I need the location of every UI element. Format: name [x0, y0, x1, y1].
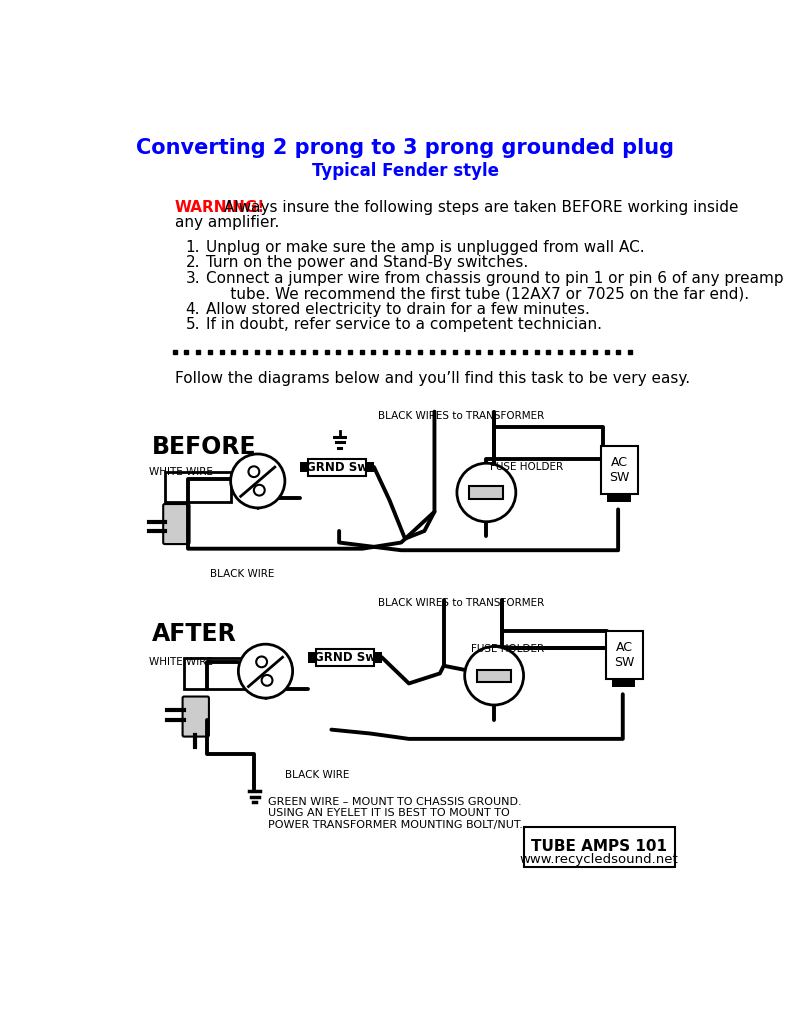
Text: Always insure the following steps are taken BEFORE working inside: Always insure the following steps are ta…	[225, 200, 739, 215]
Text: BLACK WIRES to TRANSFORMER: BLACK WIRES to TRANSFORMER	[378, 411, 545, 421]
Text: AFTER: AFTER	[152, 622, 237, 646]
Bar	[374, 652, 382, 663]
Text: If in doubt, refer service to a competent technician.: If in doubt, refer service to a competen…	[206, 316, 602, 332]
Circle shape	[457, 463, 516, 522]
Bar	[601, 446, 638, 494]
Circle shape	[464, 646, 524, 705]
Bar	[301, 462, 308, 472]
Bar	[612, 679, 635, 686]
Text: 4.: 4.	[186, 301, 200, 316]
Circle shape	[254, 484, 265, 496]
Text: tube. We recommend the first tube (12AX7 or 7025 on the far end).: tube. We recommend the first tube (12AX7…	[206, 286, 749, 301]
Text: GREEN WIRE – MOUNT TO CHASSIS GROUND.
USING AN EYELET IT IS BEST TO MOUNT TO
POW: GREEN WIRE – MOUNT TO CHASSIS GROUND. US…	[268, 797, 523, 829]
Text: FUSE HOLDER: FUSE HOLDER	[490, 462, 563, 472]
Text: TUBE AMPS 101: TUBE AMPS 101	[531, 840, 667, 854]
Text: Turn on the power and Stand-By switches.: Turn on the power and Stand-By switches.	[206, 255, 528, 270]
Text: Converting 2 prong to 3 prong grounded plug: Converting 2 prong to 3 prong grounded p…	[136, 137, 674, 158]
Text: Allow stored electricity to drain for a few minutes.: Allow stored electricity to drain for a …	[206, 301, 590, 316]
Text: any amplifier.: any amplifier.	[175, 215, 279, 230]
Text: GRND Sw: GRND Sw	[306, 461, 369, 473]
Text: WHITE WIRE: WHITE WIRE	[149, 656, 213, 667]
Bar	[469, 486, 503, 499]
Text: Connect a jumper wire from chassis ground to pin 1 or pin 6 of any preamp: Connect a jumper wire from chassis groun…	[206, 270, 783, 286]
Text: 2.: 2.	[186, 255, 200, 270]
Text: WHITE WIRE: WHITE WIRE	[149, 467, 213, 477]
Circle shape	[231, 454, 285, 508]
Text: Unplug or make sure the amp is unplugged from wall AC.: Unplug or make sure the amp is unplugged…	[206, 240, 645, 255]
Text: BLACK WIRE: BLACK WIRE	[210, 569, 274, 580]
Text: AC
SW: AC SW	[610, 456, 630, 484]
Text: 1.: 1.	[186, 240, 200, 255]
Bar	[184, 658, 254, 689]
Text: 5.: 5.	[186, 316, 200, 332]
FancyBboxPatch shape	[183, 696, 209, 736]
Bar	[606, 631, 643, 679]
Circle shape	[248, 466, 259, 477]
Bar	[165, 472, 231, 503]
Text: AC
SW: AC SW	[614, 641, 634, 669]
Text: Follow the diagrams below and you’ll find this task to be very easy.: Follow the diagrams below and you’ll fin…	[175, 371, 690, 386]
Bar	[607, 494, 630, 502]
Circle shape	[256, 656, 267, 668]
Text: Typical Fender style: Typical Fender style	[312, 162, 498, 179]
Text: GRND Sw: GRND Sw	[314, 651, 376, 664]
Text: www.recycledsound.net: www.recycledsound.net	[520, 853, 678, 866]
FancyBboxPatch shape	[163, 504, 190, 544]
Text: BEFORE: BEFORE	[152, 435, 256, 459]
Bar	[366, 462, 374, 472]
Text: FUSE HOLDER: FUSE HOLDER	[471, 644, 544, 653]
Text: 3.: 3.	[186, 270, 200, 286]
Text: WARNING!: WARNING!	[175, 200, 265, 215]
Text: BLACK WIRES to TRANSFORMER: BLACK WIRES to TRANSFORMER	[378, 598, 545, 608]
Circle shape	[238, 644, 293, 698]
Bar	[308, 459, 366, 475]
Bar	[524, 826, 675, 866]
Bar	[308, 652, 316, 663]
Bar	[477, 670, 511, 682]
Circle shape	[262, 675, 272, 686]
Text: BLACK WIRE: BLACK WIRE	[285, 770, 350, 779]
Bar	[316, 649, 374, 666]
